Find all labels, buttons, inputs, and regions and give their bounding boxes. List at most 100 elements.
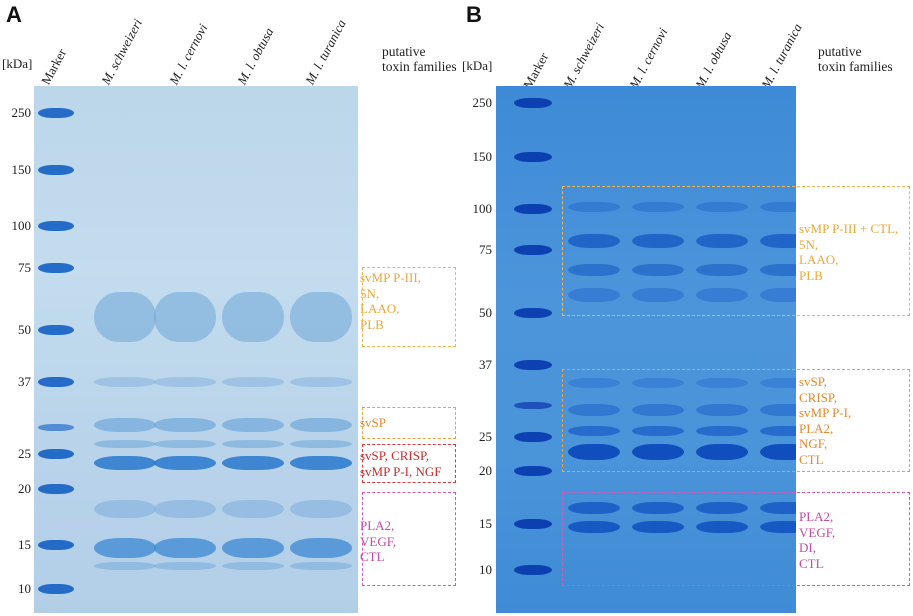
panel-b-mw-label: 37 (479, 357, 492, 372)
sample-band (568, 264, 620, 276)
panel-a-kda-label: [kDa] (2, 56, 33, 71)
sample-band (632, 502, 684, 514)
panel-a-mw-label: 10 (18, 581, 31, 596)
panel-b-putative-title: putative toxin families (818, 44, 893, 74)
panel-a-lane-marker: Marker (38, 46, 70, 88)
sample-band (290, 562, 352, 570)
sample-band (696, 234, 748, 248)
sample-band (632, 264, 684, 276)
sample-band (94, 500, 156, 518)
sample-band (760, 404, 796, 416)
panel-a-mw-label: 37 (18, 374, 31, 389)
marker-band (38, 108, 74, 118)
sample-band (696, 426, 748, 436)
panel-a-mw-label: 50 (18, 322, 31, 337)
sample-band (632, 426, 684, 436)
sample-band (222, 500, 284, 518)
panel-b-box-orange (562, 369, 910, 472)
sample-band (568, 378, 620, 388)
sample-band (222, 418, 284, 432)
panel-b-family-magenta: PLA2, VEGF, DI, CTL (799, 509, 836, 571)
panel-b-mw-label: 75 (479, 242, 492, 257)
sample-band (154, 377, 216, 387)
sample-band (94, 538, 156, 558)
sample-band (290, 377, 352, 387)
panel-b-mw-label: 15 (479, 516, 492, 531)
panel-b-family-orange: svSP, CRISP, svMP P-I, PLA2, NGF, CTL (799, 374, 852, 467)
sample-band (760, 234, 796, 248)
panel-b-letter: B (466, 2, 482, 27)
sample-band (94, 377, 156, 387)
marker-band (514, 360, 552, 370)
sample-band (632, 521, 684, 533)
marker-band (38, 325, 74, 335)
sample-band (760, 378, 796, 388)
panel-a-box-yellow (362, 267, 456, 347)
panel-a-mw-label: 20 (18, 481, 31, 496)
sample-band (760, 444, 796, 460)
sample-band (290, 456, 352, 470)
marker-band (38, 263, 74, 273)
marker-band (38, 424, 74, 431)
marker-band (514, 432, 552, 442)
sample-band (632, 404, 684, 416)
sample-band (568, 288, 620, 302)
panel-a-mw-label: 100 (11, 218, 32, 233)
sample-band (154, 538, 216, 558)
panel-b-lane-obtusa: M. l. obtusa (692, 29, 735, 92)
marker-band (514, 245, 552, 255)
sample-band (94, 418, 156, 432)
panel-a-letter: A (6, 2, 22, 27)
marker-band (38, 484, 74, 494)
panel-b-lane-schweizeri: M. schweizeri (560, 20, 608, 92)
sample-band (760, 521, 796, 533)
sample-band (696, 264, 748, 276)
sample-band (94, 292, 156, 342)
panel-a-putative-title: putative toxin families (382, 44, 457, 74)
panel-b-mw-label: 100 (472, 201, 493, 216)
sample-band (154, 500, 216, 518)
panel-a-family-orange: svSP (360, 415, 387, 430)
marker-band (514, 98, 552, 108)
panel-a-lane-turanica: M. l. turanica (302, 16, 349, 88)
panel-b-mw-label: 25 (479, 429, 492, 444)
panel-a-family-magenta: PLA2, VEGF, CTL (360, 518, 397, 564)
panel-a-box-magenta (362, 492, 456, 586)
panel-b-family-yellow: svMP P-III + CTL, 5N, LAAO, PLB (799, 221, 899, 283)
panel-a-mw-label: 15 (18, 537, 31, 552)
sample-band (222, 377, 284, 387)
panel-b-gel (496, 86, 796, 613)
sample-band (222, 456, 284, 470)
panel-b-box-yellow (562, 186, 910, 316)
sample-band (154, 418, 216, 432)
sample-band (696, 202, 748, 212)
sample-band (760, 426, 796, 436)
sample-band (568, 404, 620, 416)
sample-band (222, 562, 284, 570)
sample-band (154, 456, 216, 470)
marker-band (514, 152, 552, 162)
sample-band (222, 292, 284, 342)
marker-band (38, 377, 74, 387)
sample-band (290, 440, 352, 448)
panel-a-mw-label: 150 (11, 162, 32, 177)
panel-b-mw-label: 150 (472, 149, 493, 164)
marker-band (38, 540, 74, 550)
panel-a-mw-label: 75 (18, 260, 31, 275)
marker-band (38, 584, 74, 594)
panel-b-lane-cernovi: M. l. cernovi (626, 25, 671, 92)
sample-band (632, 444, 684, 460)
sample-band (632, 288, 684, 302)
sample-band (290, 500, 352, 518)
sample-band (290, 292, 352, 342)
marker-band (514, 204, 552, 214)
panel-a-lane-obtusa: M. l. obtusa (234, 25, 277, 88)
panel-b-box-magenta (562, 492, 910, 586)
sample-band (222, 538, 284, 558)
panel-b-mw-label: 10 (479, 562, 492, 577)
marker-band (38, 165, 74, 175)
sample-band (696, 404, 748, 416)
sample-band (696, 521, 748, 533)
sample-band (154, 440, 216, 448)
sample-band (94, 440, 156, 448)
